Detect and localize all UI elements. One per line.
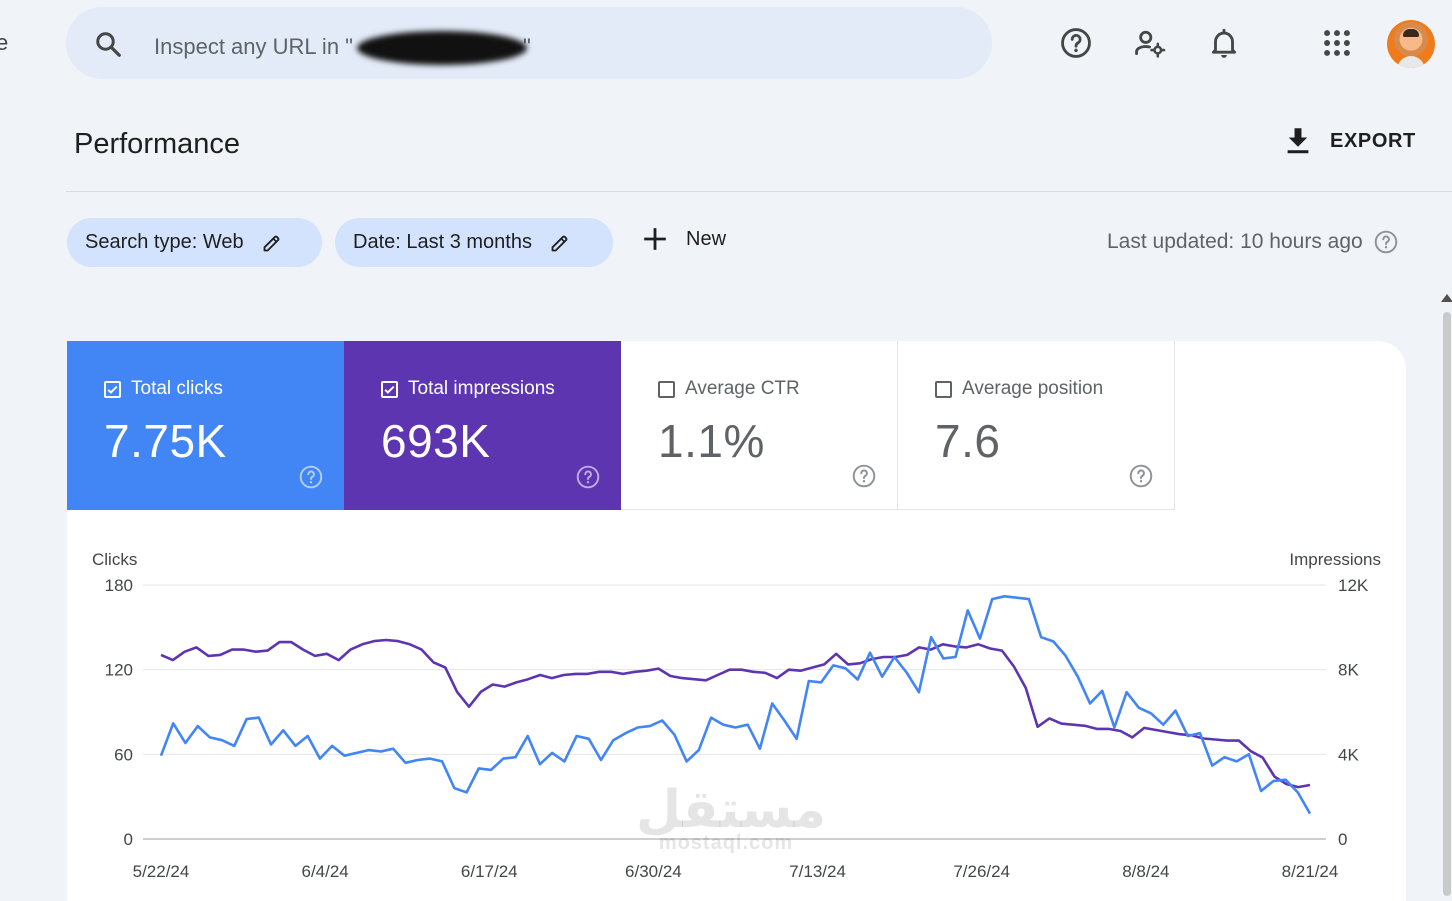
add-filter-label: New bbox=[686, 227, 727, 250]
checkbox-unchecked-icon[interactable] bbox=[935, 380, 952, 398]
metric-label: Total impressions bbox=[408, 378, 555, 399]
last-updated-info: Last updated: 10 hours ago bbox=[1107, 229, 1399, 255]
checkbox-checked-icon[interactable] bbox=[381, 380, 398, 398]
export-button[interactable]: EXPORT bbox=[1284, 126, 1416, 156]
help-icon bbox=[1061, 28, 1091, 58]
search-placeholder: Inspect any URL in "" bbox=[154, 31, 531, 65]
apps-grid-icon bbox=[1324, 30, 1350, 56]
help-button[interactable] bbox=[1059, 26, 1093, 60]
filter-chip-date[interactable]: Date: Last 3 months bbox=[335, 218, 613, 267]
metric-label: Average CTR bbox=[685, 378, 800, 399]
header-divider bbox=[66, 191, 1452, 192]
help-outline-icon[interactable] bbox=[1128, 463, 1154, 489]
manage-users-icon bbox=[1135, 30, 1166, 58]
search-icon[interactable] bbox=[93, 29, 123, 59]
notifications-icon bbox=[1211, 28, 1237, 58]
manage-users-button[interactable] bbox=[1133, 26, 1167, 60]
avatar-shirt bbox=[1397, 56, 1425, 68]
filter-chip-label: Date: Last 3 months bbox=[353, 231, 532, 253]
edit-icon bbox=[262, 233, 282, 253]
metric-label: Average position bbox=[962, 378, 1104, 399]
filter-chip-label: Search type: Web bbox=[85, 231, 244, 253]
scroll-up-arrow[interactable] bbox=[1441, 294, 1452, 302]
export-label: EXPORT bbox=[1330, 129, 1416, 152]
help-outline-icon[interactable] bbox=[851, 463, 877, 489]
filter-chip-search-type[interactable]: Search type: Web bbox=[67, 218, 322, 267]
help-outline-icon[interactable] bbox=[1373, 229, 1399, 255]
edit-icon bbox=[550, 233, 570, 253]
notifications-button[interactable] bbox=[1207, 26, 1241, 60]
page-title: Performance bbox=[74, 128, 241, 160]
checkbox-checked-icon[interactable] bbox=[104, 380, 121, 398]
metric-average-ctr[interactable]: Average CTR 1.1% bbox=[621, 341, 898, 510]
truncated-edge-text: e bbox=[0, 30, 9, 55]
metric-value: 1.1% bbox=[658, 415, 765, 467]
add-filter-button[interactable]: New bbox=[642, 226, 726, 252]
metric-value: 693K bbox=[381, 415, 491, 467]
help-outline-icon[interactable] bbox=[298, 464, 324, 490]
performance-card: Total clicks 7.75K Total impressions 693… bbox=[67, 341, 1406, 901]
apps-button[interactable] bbox=[1320, 26, 1354, 60]
metric-value: 7.6 bbox=[935, 415, 1001, 467]
help-outline-icon[interactable] bbox=[575, 464, 601, 490]
checkbox-unchecked-icon[interactable] bbox=[658, 380, 675, 398]
url-inspection-search-bar[interactable]: Inspect any URL in "" bbox=[66, 7, 992, 79]
last-updated-text: Last updated: 10 hours ago bbox=[1107, 230, 1363, 253]
plus-icon bbox=[644, 228, 666, 250]
account-avatar[interactable] bbox=[1387, 20, 1435, 68]
metric-total-clicks[interactable]: Total clicks 7.75K bbox=[67, 341, 344, 510]
avatar-hair bbox=[1403, 29, 1419, 37]
metric-average-position[interactable]: Average position 7.6 bbox=[898, 341, 1175, 510]
download-icon bbox=[1287, 128, 1309, 154]
page-scrollbar[interactable] bbox=[1443, 312, 1451, 896]
metric-label: Total clicks bbox=[131, 378, 223, 399]
redacted-property bbox=[356, 31, 527, 65]
metric-total-impressions[interactable]: Total impressions 693K bbox=[344, 341, 621, 510]
metric-value: 7.75K bbox=[104, 415, 227, 467]
